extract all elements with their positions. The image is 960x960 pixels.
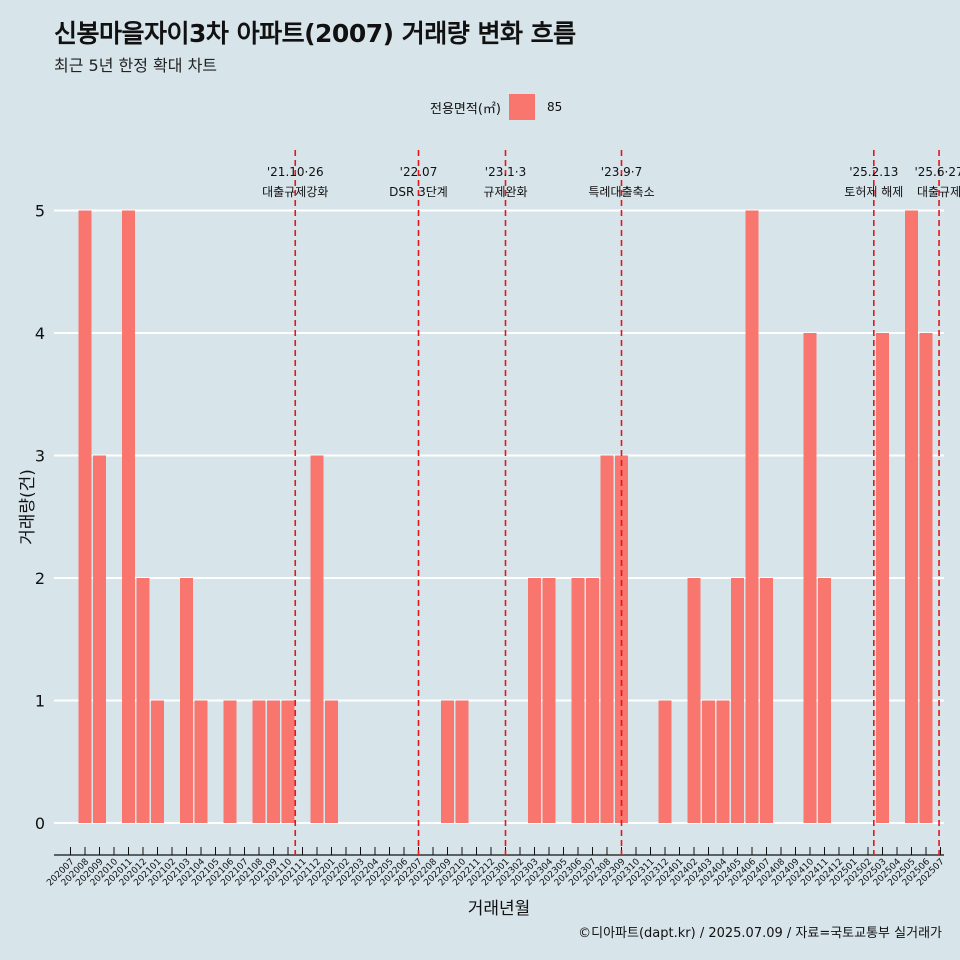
policy-date-label: '23.9·7 bbox=[601, 165, 642, 179]
legend: 전용면적(㎡) 85 bbox=[430, 94, 562, 120]
y-tick-label: 4 bbox=[35, 324, 45, 343]
legend-title: 전용면적(㎡) bbox=[430, 101, 501, 117]
source-caption: ©디아파트(dapt.kr) / 2025.07.09 / 자료=국토교통부 실… bbox=[578, 926, 942, 941]
bar bbox=[702, 700, 715, 823]
legend-entry: 85 bbox=[546, 100, 563, 114]
bar bbox=[818, 578, 831, 823]
policy-date-label: '25.2.13 bbox=[849, 165, 898, 179]
bar bbox=[310, 455, 324, 823]
bar bbox=[586, 578, 599, 823]
bar bbox=[658, 700, 672, 823]
bar bbox=[876, 333, 889, 823]
policy-name-label: 대출규제 bbox=[917, 185, 960, 199]
policy-name-label: 대출규제강화 bbox=[262, 185, 328, 199]
bar bbox=[180, 578, 193, 823]
y-tick-label: 2 bbox=[35, 569, 45, 588]
y-tick-label: 1 bbox=[35, 692, 45, 711]
bar bbox=[267, 700, 280, 823]
bar bbox=[78, 210, 92, 823]
bar bbox=[542, 578, 556, 823]
y-axis-title: 거래량(건) bbox=[18, 469, 38, 545]
bar bbox=[252, 700, 266, 823]
bar bbox=[716, 700, 730, 823]
chart-subtitle: 최근 5년 한정 확대 차트 bbox=[54, 56, 218, 75]
bar bbox=[122, 210, 135, 823]
bar bbox=[281, 700, 295, 823]
y-tick-label: 5 bbox=[35, 202, 45, 221]
policy-date-label: '25.6·27 bbox=[914, 165, 960, 179]
bar bbox=[194, 700, 208, 823]
bar bbox=[600, 455, 614, 823]
bar bbox=[325, 700, 338, 823]
bar bbox=[687, 578, 701, 823]
policy-date-label: '23.1·3 bbox=[485, 165, 526, 179]
policy-name-label: 규제완화 bbox=[483, 185, 527, 199]
bar bbox=[919, 333, 933, 823]
policy-name-label: DSR 3단계 bbox=[389, 185, 448, 199]
policy-date-label: '21.10·26 bbox=[267, 165, 324, 179]
bar bbox=[528, 578, 541, 823]
policy-name-label: 특례대출축소 bbox=[588, 185, 654, 199]
y-tick-label: 0 bbox=[35, 814, 45, 833]
bar bbox=[905, 210, 918, 823]
legend-swatch bbox=[508, 94, 535, 120]
bar bbox=[615, 455, 628, 823]
bar bbox=[93, 455, 106, 823]
bar bbox=[441, 700, 454, 823]
y-tick-label: 3 bbox=[35, 447, 45, 466]
chart-title: 신봉마을자이3차 아파트(2007) 거래량 변화 흐름 bbox=[54, 19, 576, 48]
bar bbox=[136, 578, 150, 823]
bar bbox=[571, 578, 585, 823]
bar bbox=[151, 700, 164, 823]
policy-name-label: 토허제 해제 bbox=[844, 185, 903, 199]
x-axis-title: 거래년월 bbox=[468, 899, 531, 919]
bar bbox=[455, 700, 469, 823]
bar bbox=[760, 578, 773, 823]
policy-date-label: '22.07 bbox=[400, 165, 438, 179]
bar bbox=[803, 333, 817, 823]
bar bbox=[223, 700, 237, 823]
bar bbox=[731, 578, 744, 823]
bar bbox=[745, 210, 759, 823]
